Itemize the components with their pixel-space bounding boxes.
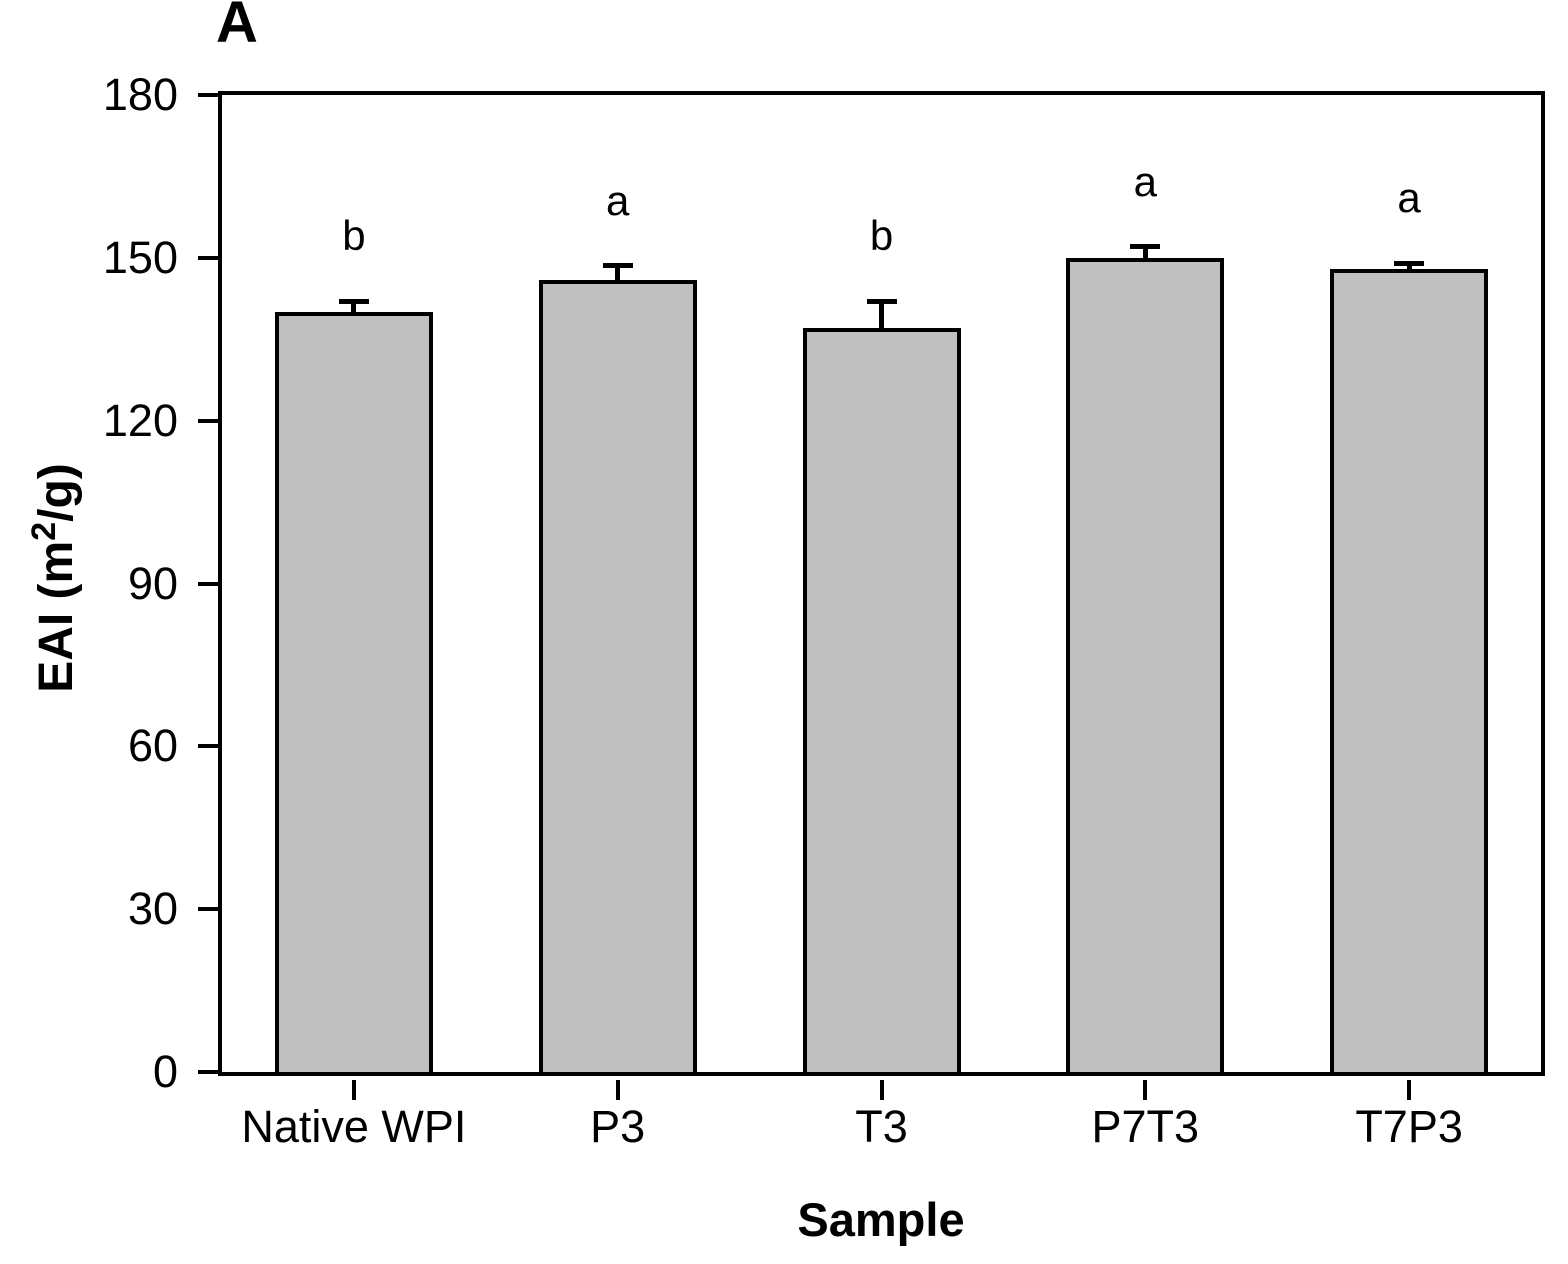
panel-label: A [216, 0, 258, 55]
error-bar [1142, 247, 1148, 260]
y-tick [198, 93, 218, 97]
bar [1066, 257, 1225, 1072]
significance-letter: b [342, 212, 366, 260]
error-bar [879, 301, 884, 331]
x-tick-label: T7P3 [1355, 1101, 1463, 1152]
y-tick [198, 255, 218, 260]
y-axis-title-post: /g) [30, 463, 83, 522]
y-tick-label: 30 [127, 883, 178, 935]
y-tick-label: 120 [102, 394, 178, 446]
y-axis-title-superscript: 2 [25, 521, 63, 541]
significance-letter: b [869, 212, 894, 260]
y-tick [198, 744, 218, 749]
x-tick-label: T3 [855, 1101, 908, 1152]
y-tick [198, 418, 218, 423]
error-bar-cap [1394, 260, 1425, 266]
significance-letter: a [606, 176, 630, 224]
y-tick [198, 907, 218, 912]
error-bar [615, 265, 621, 282]
error-bar-cap [602, 263, 633, 269]
error-bar-cap [866, 298, 897, 304]
significance-letter: a [1397, 174, 1421, 222]
x-tick-label: Native WPI [241, 1101, 467, 1152]
x-tick [615, 1080, 620, 1100]
y-tick-label: 90 [127, 557, 178, 609]
y-tick-label: 150 [102, 231, 178, 283]
bar [802, 328, 961, 1072]
y-tick [198, 1070, 218, 1074]
x-axis-title: Sample [797, 1193, 965, 1246]
error-bar-cap [338, 298, 369, 304]
error-bar [1406, 263, 1412, 271]
plot-area: 0 30 60 90 120 150 180 b Native WPI a P3 b T3 a P7T3 a T… [103, 72, 1545, 1149]
bar [274, 312, 433, 1072]
bar [1330, 268, 1489, 1072]
y-tick-label: 0 [152, 1046, 178, 1097]
bar [538, 279, 697, 1072]
x-tick [879, 1080, 884, 1100]
x-tick [1407, 1080, 1412, 1100]
error-bar-cap [1130, 244, 1161, 250]
x-tick-label: P7T3 [1091, 1101, 1200, 1152]
y-tick-label: 180 [102, 69, 178, 120]
error-bar [351, 301, 357, 315]
x-tick [1143, 1080, 1148, 1100]
y-tick [198, 581, 218, 586]
x-tick-label: P3 [590, 1101, 646, 1152]
y-tick-label: 60 [127, 720, 178, 772]
significance-letter: a [1133, 157, 1157, 205]
x-tick [351, 1080, 356, 1100]
